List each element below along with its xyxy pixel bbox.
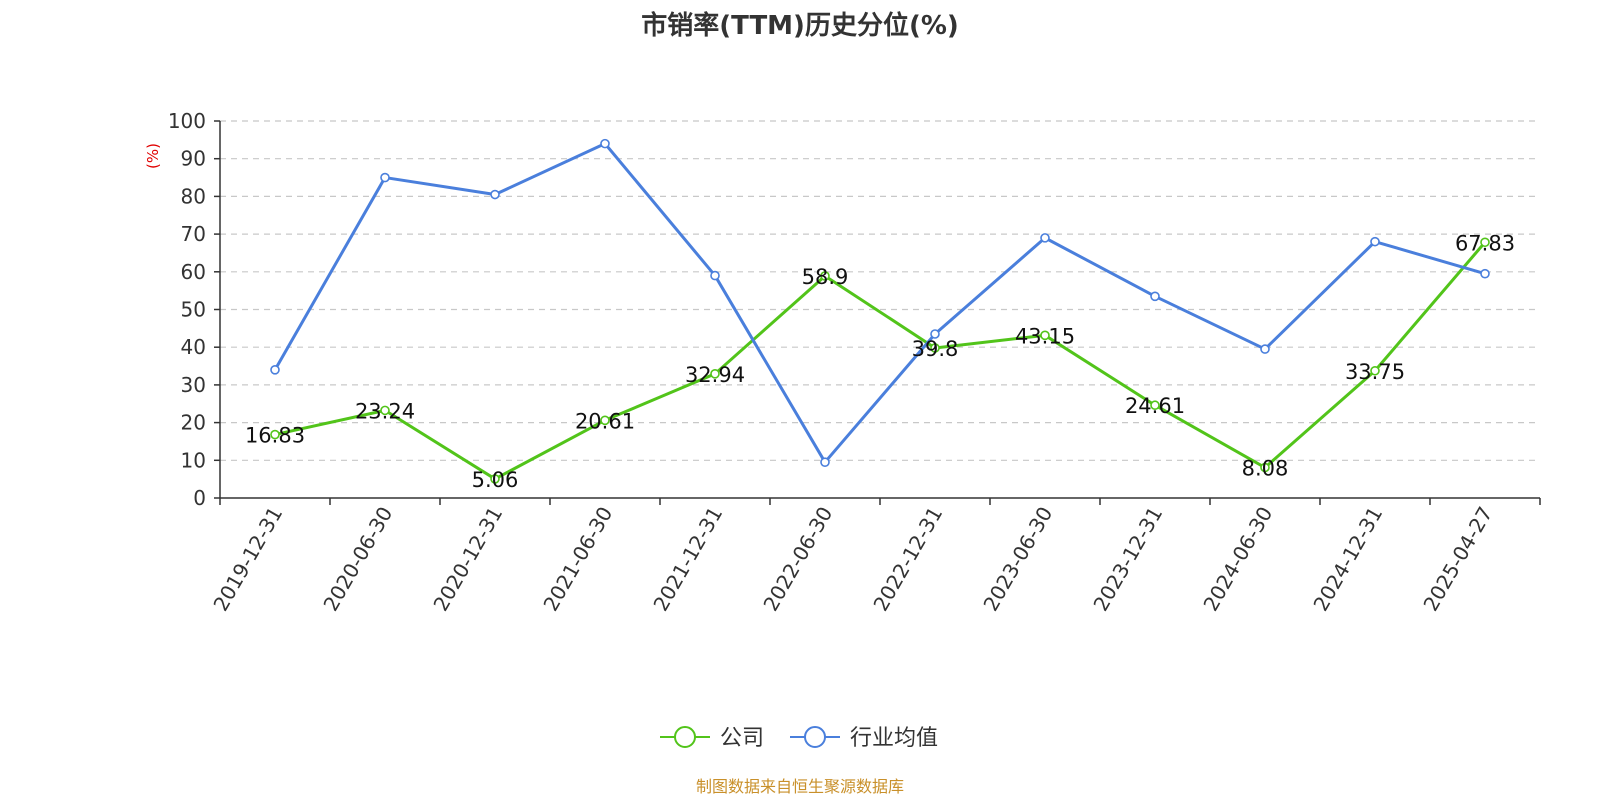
y-tick-label-80: 80 — [181, 184, 206, 208]
data-label-1: 23.24 — [355, 399, 415, 423]
data-label-6: 39.8 — [912, 337, 959, 361]
y-tick-label-20: 20 — [181, 411, 206, 435]
data-label-4: 32.94 — [685, 363, 745, 387]
series-0-point-3 — [600, 415, 610, 426]
y-tick-label-70: 70 — [181, 222, 206, 246]
legend-company-label: 公司 — [720, 726, 764, 751]
series-1-point-11 — [1480, 268, 1490, 279]
x-tick-label-2023-12-31: 2023-12-31 — [1088, 503, 1167, 616]
x-tick-label-2020-06-30: 2020-06-30 — [318, 503, 397, 616]
data-label-0: 16.83 — [245, 424, 305, 448]
series-0-point-0 — [270, 429, 280, 440]
y-tick-label-100: 100 — [168, 109, 206, 133]
series-0-point-7 — [1040, 330, 1050, 341]
series-0-point-10 — [1370, 365, 1380, 376]
series-0-point-1 — [380, 405, 390, 416]
legend-industry-marker — [804, 726, 826, 748]
y-tick-label-10: 10 — [181, 448, 206, 472]
series-1-point-4 — [710, 270, 720, 281]
x-tick-label-2021-12-31: 2021-12-31 — [648, 503, 727, 616]
legend-item-industry[interactable]: 行业均值 — [790, 726, 938, 751]
x-tick-label-2024-12-31: 2024-12-31 — [1308, 503, 1387, 616]
x-tick-label-2024-06-30: 2024-06-30 — [1198, 503, 1277, 616]
x-tick-label-2019-12-31: 2019-12-31 — [208, 503, 287, 616]
y-tick-label-60: 60 — [181, 260, 206, 284]
x-tick-label-2023-06-30: 2023-06-30 — [978, 503, 1057, 616]
x-tick-label-2022-12-31: 2022-12-31 — [868, 503, 947, 616]
axes: 0 10 20 30 40 50 60 70 80 90 100 2019-12-31 2020-06-… — [168, 109, 1541, 616]
y-tick-label-90: 90 — [181, 147, 206, 171]
series-0-point-8 — [1150, 400, 1160, 411]
series-0-point-5 — [820, 271, 830, 281]
x-tick-label-2022-06-30: 2022-06-30 — [758, 503, 837, 616]
series-1-point-9 — [1260, 344, 1270, 354]
data-label-5: 58.9 — [802, 265, 849, 289]
series-1-point-5 — [820, 457, 830, 467]
legend-company-marker — [674, 726, 696, 748]
series-0-point-11 — [1480, 237, 1490, 248]
data-label-10: 33.75 — [1345, 360, 1405, 384]
x-tick-label-2025-04-27: 2025-04-27 — [1418, 503, 1497, 616]
series-1-point-0 — [270, 365, 280, 375]
y-axis-label: (%) — [144, 143, 162, 169]
data-label-9: 8.08 — [1242, 457, 1289, 481]
series-1-point-7 — [1040, 233, 1050, 243]
legend: 公司 行业均值 — [660, 726, 938, 751]
series-1-point-2 — [490, 189, 500, 200]
series-line-1 — [273, 142, 1486, 464]
legend-industry-label: 行业均值 — [850, 726, 938, 751]
y-tick-label-0: 0 — [193, 486, 206, 510]
series-0-point-4 — [710, 369, 720, 379]
data-labels: 16.83 23.24 5.06 20.61 32.94 58.9 39.8 43.15 24.… — [245, 231, 1515, 492]
x-tick-label-2021-06-30: 2021-06-30 — [538, 503, 617, 616]
chart-title: 市销率(TTM)历史分位(%) — [641, 10, 959, 41]
data-label-2: 5.06 — [472, 468, 519, 492]
y-tick-label-40: 40 — [181, 335, 206, 359]
data-label-3: 20.61 — [575, 409, 635, 433]
source-note: 制图数据来自恒生聚源数据库 — [696, 777, 904, 796]
series-0-point-2 — [490, 474, 500, 484]
series-1-point-6 — [930, 329, 940, 339]
series-1-point-3 — [600, 138, 610, 149]
series-1-point-1 — [380, 172, 390, 183]
data-label-8: 24.61 — [1125, 394, 1185, 418]
data-label-11: 67.83 — [1455, 231, 1515, 255]
grid-lines — [220, 120, 1540, 461]
y-tick-label-50: 50 — [181, 298, 206, 322]
series-line-0 — [274, 241, 1487, 481]
legend-item-company[interactable]: 公司 — [660, 726, 764, 751]
data-label-7: 43.15 — [1015, 324, 1075, 348]
series-1-point-8 — [1150, 291, 1160, 302]
series-1-point-10 — [1370, 236, 1380, 247]
series-0-point-9 — [1260, 462, 1270, 473]
x-tick-label-2020-12-31: 2020-12-31 — [428, 503, 507, 616]
y-tick-label-30: 30 — [181, 373, 206, 397]
series — [270, 138, 1490, 484]
series-0-point-6 — [930, 343, 940, 353]
